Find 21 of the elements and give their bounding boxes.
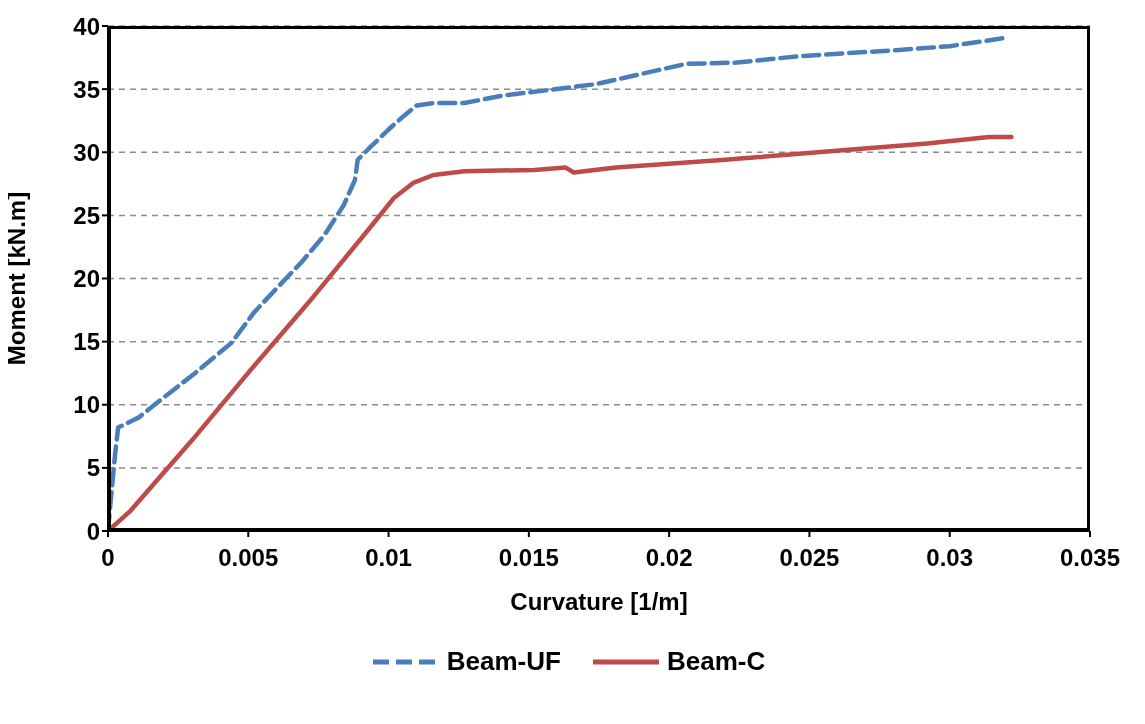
x-tick-label: 0.035: [1059, 544, 1121, 572]
y-axis-title: Moment [kN.m]: [2, 191, 30, 366]
y-tick-label: 15: [73, 328, 100, 356]
x-tick-label: 0.015: [498, 544, 559, 572]
y-tick-label: 10: [73, 391, 100, 419]
x-tick-label: 0.03: [926, 544, 974, 572]
y-tick-label: 20: [73, 265, 100, 293]
y-tick-label: 30: [73, 138, 100, 166]
legend-label: Beam-UF: [445, 646, 561, 677]
y-tick-label: 25: [73, 201, 100, 229]
y-tick-label: 5: [86, 454, 100, 482]
x-tick-label: 0.02: [645, 544, 693, 572]
y-tick-label: 0: [86, 517, 100, 545]
line-series: [108, 134, 1014, 531]
x-tick-label: 0.01: [365, 544, 412, 572]
y-tick-label: 40: [73, 12, 100, 40]
x-axis-title: Curvature [1/m]: [510, 588, 688, 616]
legend-label: Beam-C: [665, 646, 766, 677]
x-tick-label: 0.005: [218, 544, 279, 572]
x-tick-label: 0.025: [779, 544, 840, 572]
y-tick-label: 35: [73, 75, 100, 103]
